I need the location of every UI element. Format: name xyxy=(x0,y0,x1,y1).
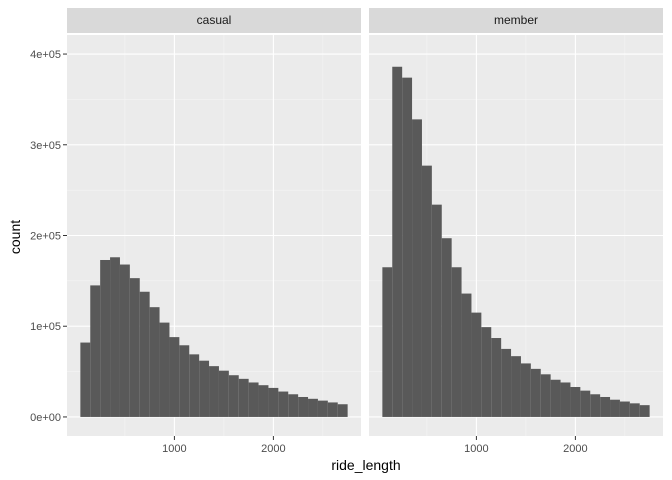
histogram-bar xyxy=(80,342,91,417)
histogram-bar xyxy=(421,165,432,417)
panels: casual 1000 2000 member 1000 2000 xyxy=(67,8,663,455)
histogram-bar xyxy=(600,396,611,417)
histogram-bar xyxy=(570,387,581,417)
y-axis-title: count xyxy=(7,220,23,254)
histogram-bar xyxy=(258,385,269,417)
histogram-bar xyxy=(481,327,492,417)
x-tick-label: 1000 xyxy=(162,443,186,455)
histogram-bar xyxy=(560,382,571,417)
histogram-bar xyxy=(412,119,422,417)
histogram-bar xyxy=(619,401,630,417)
facet-strip xyxy=(369,8,663,33)
histogram-bar xyxy=(169,337,180,417)
histogram-bar xyxy=(209,366,219,417)
histogram-bar xyxy=(441,238,452,417)
histogram-bar xyxy=(110,257,120,417)
x-axis-title: ride_length xyxy=(331,457,400,473)
histogram-bar xyxy=(317,400,328,417)
y-axis: 0e+00 1e+05 2e+05 3e+05 4e+05 xyxy=(30,49,67,424)
histogram-bar xyxy=(129,278,140,417)
histogram-bar xyxy=(629,403,640,417)
histogram-bar xyxy=(392,66,403,417)
histogram-bar xyxy=(431,204,442,417)
x-tick-label: 2000 xyxy=(563,443,587,455)
histogram-bar xyxy=(90,285,101,417)
histogram-bar xyxy=(199,360,210,417)
histogram-bar xyxy=(530,368,541,417)
histogram-bar xyxy=(540,374,551,417)
histogram-bar xyxy=(268,387,279,417)
histogram-bar xyxy=(451,267,462,417)
y-tick-label: 4e+05 xyxy=(30,49,61,61)
panel-member: member 1000 2000 xyxy=(369,8,663,455)
histogram-bar xyxy=(610,399,620,417)
histogram-bar xyxy=(189,354,200,417)
y-tick-label: 3e+05 xyxy=(30,140,61,152)
histogram-bar xyxy=(100,259,111,417)
histogram-bar xyxy=(139,291,150,417)
histogram-bar xyxy=(337,404,348,417)
histogram-bar xyxy=(550,379,561,417)
histogram-bar xyxy=(639,405,650,417)
histogram-bar xyxy=(149,307,160,417)
histogram-bar xyxy=(580,390,591,417)
panel-casual: casual 1000 2000 xyxy=(67,8,361,455)
histogram-bar xyxy=(590,394,601,417)
histogram-bar xyxy=(501,348,512,417)
facet-strip xyxy=(67,8,361,33)
x-tick-label: 2000 xyxy=(261,443,285,455)
histogram-bar xyxy=(298,396,309,417)
y-tick-label: 2e+05 xyxy=(30,231,61,243)
histogram-bar xyxy=(288,394,299,417)
histogram-bar xyxy=(238,378,249,417)
histogram-bar xyxy=(402,77,413,417)
facet-strip-label: casual xyxy=(197,13,232,27)
histogram-bar xyxy=(119,264,130,417)
y-tick-label: 0e+00 xyxy=(30,412,61,424)
histogram-bar xyxy=(278,391,289,417)
histogram-bar xyxy=(308,398,318,417)
y-tick-label: 1e+05 xyxy=(30,321,61,333)
histogram-bar xyxy=(159,322,170,417)
facet-strip-label: member xyxy=(494,13,538,27)
x-tick-label: 1000 xyxy=(464,443,488,455)
histogram-bar xyxy=(471,312,482,417)
histogram-bar xyxy=(248,382,259,417)
histogram-bar xyxy=(520,363,531,417)
histogram-bar xyxy=(228,375,239,417)
histogram-bar xyxy=(327,402,338,417)
histogram-bar xyxy=(179,345,190,417)
histogram-bar xyxy=(382,267,393,417)
histogram-bar xyxy=(461,293,472,417)
histogram-bar xyxy=(511,356,521,417)
histogram-bar xyxy=(218,370,229,417)
histogram-bar xyxy=(491,338,502,417)
